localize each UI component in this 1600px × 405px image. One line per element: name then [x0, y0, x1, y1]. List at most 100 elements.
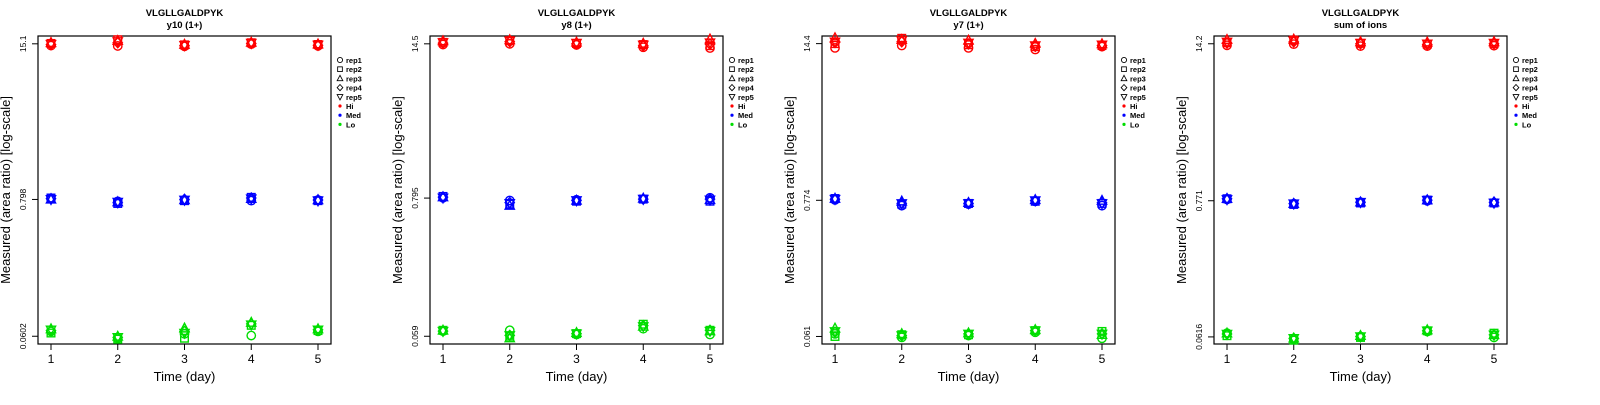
legend-label: rep3: [346, 74, 362, 83]
data-point-lo-rep3: [178, 321, 191, 333]
legend-dot-hi: [338, 104, 342, 108]
legend-label: rep1: [346, 56, 362, 65]
legend-label: rep5: [738, 93, 754, 102]
data-point-lo-rep5: [111, 333, 124, 344]
data-point-lo-rep5: [704, 326, 716, 338]
legend-label: Hi: [1130, 102, 1138, 111]
x-tick-label: 1: [1224, 352, 1231, 366]
legend-label: rep4: [346, 84, 363, 93]
data-point-med-rep5: [1029, 196, 1042, 208]
data-point-hi-rep5: [312, 40, 324, 52]
legend-label: rep1: [1130, 56, 1146, 65]
x-tick-label: 4: [248, 352, 255, 366]
data-point-hi-rep5: [1287, 36, 1300, 48]
data-point-lo-rep5: [1029, 326, 1042, 338]
legend-marker-rep3: [1120, 74, 1128, 82]
legend-label: rep2: [1130, 65, 1146, 74]
legend-label: Med: [738, 111, 753, 120]
x-tick-label: 3: [181, 352, 188, 366]
data-point-hi-rep5: [962, 38, 975, 50]
data-point-med-rep5: [1354, 197, 1367, 209]
legend-marker-rep2: [1513, 66, 1519, 72]
y-axis-label: Measured (area ratio) [log-scale]: [782, 96, 797, 284]
y-tick-label: 0.061: [802, 326, 812, 348]
legend-label: rep4: [1522, 84, 1539, 93]
chart-subtitle: y8 (1+): [561, 20, 591, 31]
data-point-med-rep5: [704, 195, 716, 207]
data-point-hi-rep5: [437, 38, 449, 49]
legend-marker-rep5: [336, 94, 344, 101]
data-point-hi-rep5: [637, 40, 650, 52]
legend-label: rep4: [738, 84, 755, 93]
plot-frame: [821, 35, 1116, 345]
chart-title: VLGLLGALDPYK: [538, 8, 616, 19]
x-tick-label: 1: [440, 352, 447, 366]
data-point-med-rep5: [1096, 199, 1108, 210]
data-point-lo-rep5: [437, 326, 449, 338]
data-point-lo-rep5: [570, 329, 583, 341]
data-point-med-rep3: [962, 196, 975, 208]
legend-label: Hi: [1522, 102, 1530, 111]
y-tick-label: 14.2: [1194, 35, 1204, 52]
data-point-med-rep5: [570, 196, 583, 207]
data-point-med-rep3: [1488, 195, 1500, 207]
y-tick-label: 0.059: [410, 325, 420, 347]
y-tick-label: 15.1: [18, 35, 28, 52]
x-axis-label: Time (day): [938, 369, 1000, 384]
chart-title: VLGLLGALDPYK: [930, 8, 1008, 19]
data-point-lo-rep5: [1221, 329, 1233, 341]
legend-marker-rep5: [728, 94, 736, 101]
data-point-med-rep5: [503, 199, 516, 210]
data-point-lo-rep5: [829, 327, 841, 338]
data-point-lo-rep1: [246, 330, 257, 341]
legend-marker-rep1: [1512, 56, 1520, 64]
data-point-hi-rep5: [503, 36, 516, 48]
data-point-hi-rep5: [1029, 41, 1042, 52]
x-tick-label: 1: [48, 352, 55, 366]
chart-subtitle: y7 (1+): [953, 20, 983, 31]
legend-label: Lo: [1522, 120, 1532, 129]
x-tick-label: 5: [1099, 352, 1106, 366]
legend-dot-med: [1514, 113, 1518, 117]
legend-dot-med: [730, 113, 734, 117]
chart-subtitle: sum of ions: [1334, 20, 1387, 31]
y-axis-label: Measured (area ratio) [log-scale]: [0, 96, 13, 284]
legend-marker-rep2: [337, 66, 343, 72]
legend-marker-rep4: [1512, 83, 1520, 92]
data-point-hi-rep5: [45, 39, 57, 51]
data-point-hi-rep5: [1488, 38, 1500, 50]
data-point-med-rep5: [962, 199, 975, 210]
data-point-med-rep5: [245, 194, 258, 206]
y-axis-label: Measured (area ratio) [log-scale]: [390, 96, 405, 284]
chart-title: VLGLLGALDPYK: [1322, 8, 1400, 19]
legend-marker-rep5: [1120, 94, 1128, 101]
data-point-hi-rep5: [1221, 37, 1233, 49]
data-point-med-rep3: [312, 193, 324, 205]
x-tick-label: 3: [965, 352, 972, 366]
data-point-med-rep5: [437, 193, 449, 205]
y-tick-label: 14.5: [410, 35, 420, 52]
legend-label: Lo: [1130, 120, 1140, 129]
legend-label: rep2: [1522, 65, 1538, 74]
legend-marker-rep4: [1120, 83, 1128, 92]
legend-label: Hi: [346, 102, 354, 111]
legend-dot-med: [338, 113, 342, 117]
y-tick-label: 0.0602: [18, 323, 28, 349]
x-tick-label: 2: [898, 352, 905, 366]
legend-dot-lo: [730, 122, 734, 126]
data-point-hi-rep5: [704, 38, 716, 50]
legend-label: Med: [1130, 111, 1145, 120]
data-point-hi-rep5: [1354, 38, 1367, 50]
x-axis-label: Time (day): [546, 369, 608, 384]
legend-marker-rep1: [1120, 56, 1128, 64]
data-point-med-rep5: [111, 197, 124, 209]
legend-dot-lo: [338, 122, 342, 126]
data-point-lo-rep5: [245, 320, 258, 332]
data-point-lo-rep5: [1421, 326, 1434, 338]
data-point-med-rep3: [437, 190, 449, 202]
x-axis-label: Time (day): [1330, 369, 1392, 384]
y-tick-label: 0.795: [410, 187, 420, 209]
